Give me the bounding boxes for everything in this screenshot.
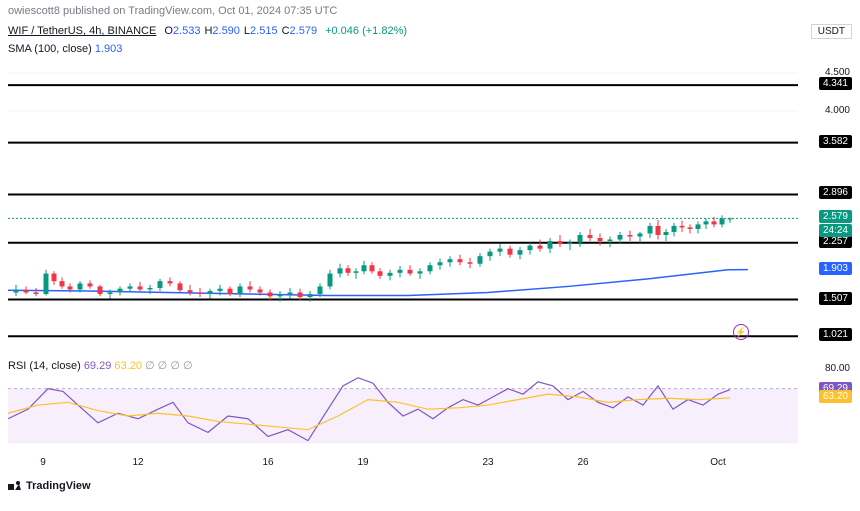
brand-text: TradingView: [26, 480, 91, 492]
price-canvas[interactable]: [8, 58, 798, 353]
tradingview-logo-icon: [8, 479, 22, 493]
price-change: +0.046 (+1.82%): [325, 25, 407, 37]
bolt-icon[interactable]: ⚡: [733, 324, 749, 340]
publish-info: owiescott8 published on TradingView.com,…: [0, 0, 860, 22]
symbol-info-bar: WIF / TetherUS, 4h, BINANCE O2.533 H2.59…: [0, 22, 860, 40]
price-y-axis: 4.5004.0004.3413.5822.8962.2571.5071.021…: [802, 58, 852, 353]
time-x-axis: 91216192326Oct: [8, 457, 852, 475]
rsi-pane[interactable]: RSI (14, close) 69.29 63.20 ∅ ∅ ∅ ∅ 80.0…: [8, 357, 852, 457]
quote-currency-box: USDT: [811, 24, 852, 39]
symbol-link[interactable]: WIF / TetherUS, 4h, BINANCE: [8, 25, 156, 37]
rsi-canvas[interactable]: [8, 375, 798, 457]
rsi-y-axis: 80.0069.2963.20: [802, 357, 852, 457]
main-price-chart[interactable]: 4.5004.0004.3413.5822.8962.2571.5071.021…: [8, 58, 852, 353]
sma-indicator-label: SMA (100, close) 1.903: [0, 40, 860, 58]
footer-brand: TradingView: [0, 475, 860, 497]
ohlc-values: O2.533 H2.590 L2.515 C2.579: [164, 25, 317, 37]
rsi-header: RSI (14, close) 69.29 63.20 ∅ ∅ ∅ ∅: [8, 357, 852, 374]
